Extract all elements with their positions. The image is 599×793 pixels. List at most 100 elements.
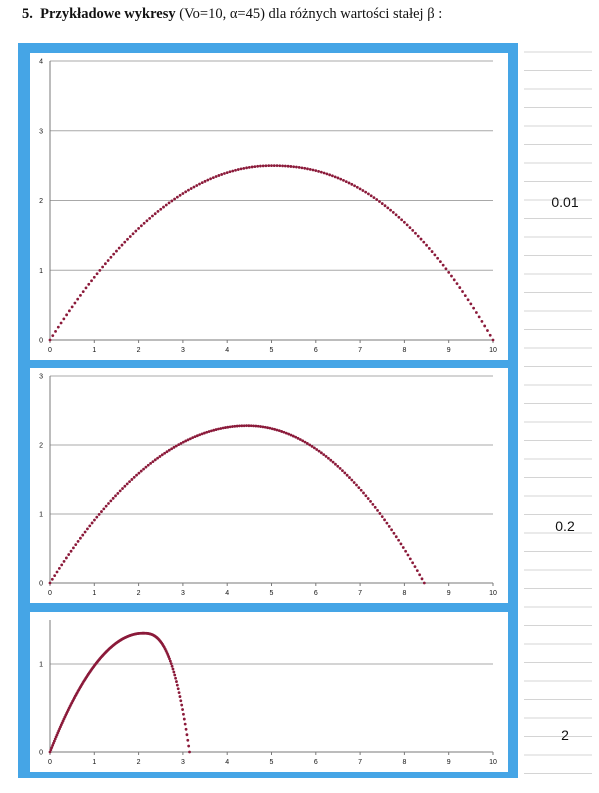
data-point [137,471,141,475]
data-point [48,581,52,585]
data-point [195,434,199,438]
data-point [184,190,188,194]
data-point [223,172,226,175]
x-tick-label: 3 [181,759,185,766]
data-point [81,290,85,294]
data-point [233,424,237,428]
data-point [389,208,392,212]
data-point [280,430,284,433]
data-point [76,297,80,301]
data-point [117,246,121,250]
data-point [217,174,221,177]
data-point [303,440,307,444]
data-point [386,206,390,210]
data-point [69,549,73,553]
x-tick-label: 9 [447,590,451,597]
y-tick-label: 2 [39,443,43,450]
data-point [450,274,453,278]
data-point [48,750,52,754]
data-point [109,499,113,503]
data-point [184,439,188,443]
section-number: 5. [22,6,33,22]
data-point [209,177,212,181]
data-point [184,727,188,731]
data-point [231,425,234,428]
data-point [214,175,218,178]
data-point [371,502,375,506]
data-point [192,185,196,189]
data-point [383,518,386,522]
data-point [300,166,304,170]
data-point [183,722,187,726]
data-point [414,231,417,235]
x-tick-label: 10 [489,347,497,354]
data-point [344,180,348,184]
data-point [345,473,349,477]
data-point [198,433,202,437]
data-point [283,164,287,168]
data-point [483,324,487,328]
data-point [131,232,135,236]
y-tick-label: 1 [39,512,43,519]
data-point [308,167,312,171]
data-point [488,333,492,337]
data-point [486,329,489,332]
data-point [72,546,75,550]
data-point [452,278,456,282]
data-point [191,436,195,440]
data-point [172,670,176,674]
data-point [295,165,298,169]
data-point [212,428,216,432]
data-point [289,433,293,437]
data-point [355,483,358,487]
data-point [50,746,54,749]
data-point [116,491,120,495]
data-point [477,315,481,319]
data-point [303,166,307,170]
data-point [249,424,253,428]
x-tick-label: 8 [402,347,406,354]
data-point [328,173,332,177]
data-point [200,181,204,185]
x-tick-label: 2 [137,347,141,354]
data-point [273,427,276,431]
data-point [67,309,71,313]
data-point [231,169,235,173]
y-tick-label: 0 [39,750,43,757]
data-point [425,243,428,247]
data-point [186,738,190,742]
data-point [329,458,333,462]
data-point [317,170,320,173]
data-point [220,173,224,176]
data-point [188,750,191,754]
data-point [174,444,178,448]
data-point [311,168,315,172]
data-point [228,170,232,174]
data-point [65,313,69,317]
x-tick-label: 6 [314,759,318,766]
x-tick-label: 8 [402,759,406,766]
data-point [352,481,356,484]
data-point [411,561,415,565]
data-point [128,480,131,484]
data-point [167,655,171,658]
data-point [367,192,370,196]
section-title: Przykładowe wykresy [40,6,176,22]
data-point [198,182,201,186]
x-tick-label: 2 [137,759,141,766]
data-point [181,440,185,444]
data-point [167,448,171,452]
data-point [268,426,272,430]
data-point [253,165,257,169]
data-point [461,290,464,293]
data-point [376,508,379,512]
data-point [324,455,328,458]
data-point [114,494,117,498]
data-point [177,443,181,447]
data-point [179,441,183,445]
data-point [125,482,129,486]
data-point [149,462,152,465]
data-point [84,286,88,290]
data-point [289,165,293,168]
data-point [214,428,218,431]
